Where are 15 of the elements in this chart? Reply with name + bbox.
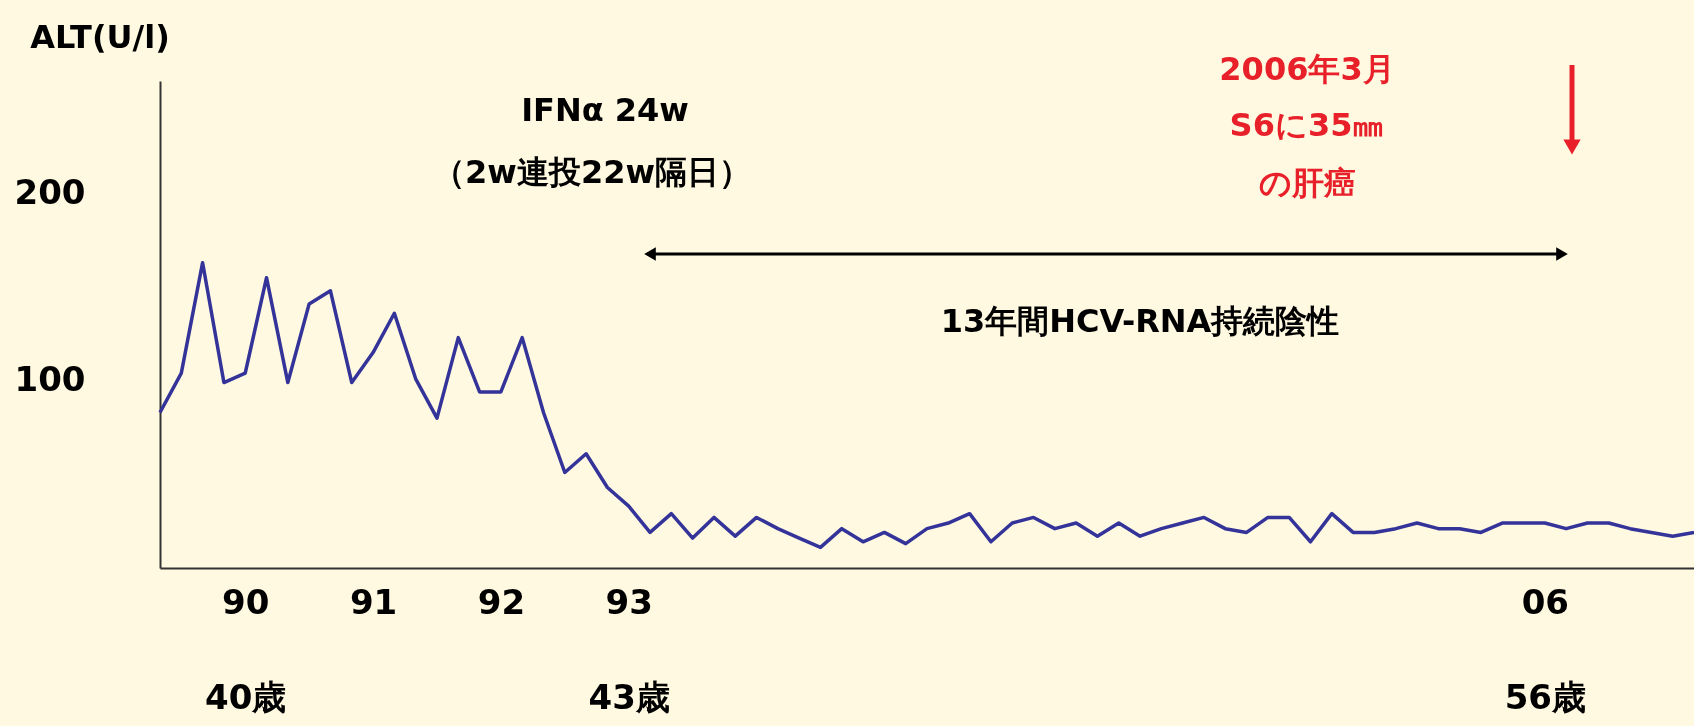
x-tick-label: 92: [477, 581, 526, 622]
annotation: の肝癌: [1258, 164, 1356, 202]
y-axis-title: ALT(U/l): [30, 18, 170, 56]
annotation: 2006年3月: [1219, 50, 1395, 88]
y-tick-label: 100: [14, 359, 86, 400]
annotation: 13年間HCV-RNA持続陰性: [940, 302, 1340, 340]
category-label: 06 56歳: [1504, 581, 1587, 717]
y-tick-label: 200: [14, 171, 86, 212]
line-series: [158, 260, 1694, 550]
x-tick-label: 91: [349, 581, 398, 622]
annotation: S6に35㎜: [1229, 106, 1385, 144]
annotation: IFNα 24w: [521, 91, 689, 129]
category-label: 93 43歳: [588, 581, 670, 717]
category-label: 90 40歳: [205, 581, 287, 717]
annotation: （2w連投22w隔日）: [433, 153, 751, 191]
